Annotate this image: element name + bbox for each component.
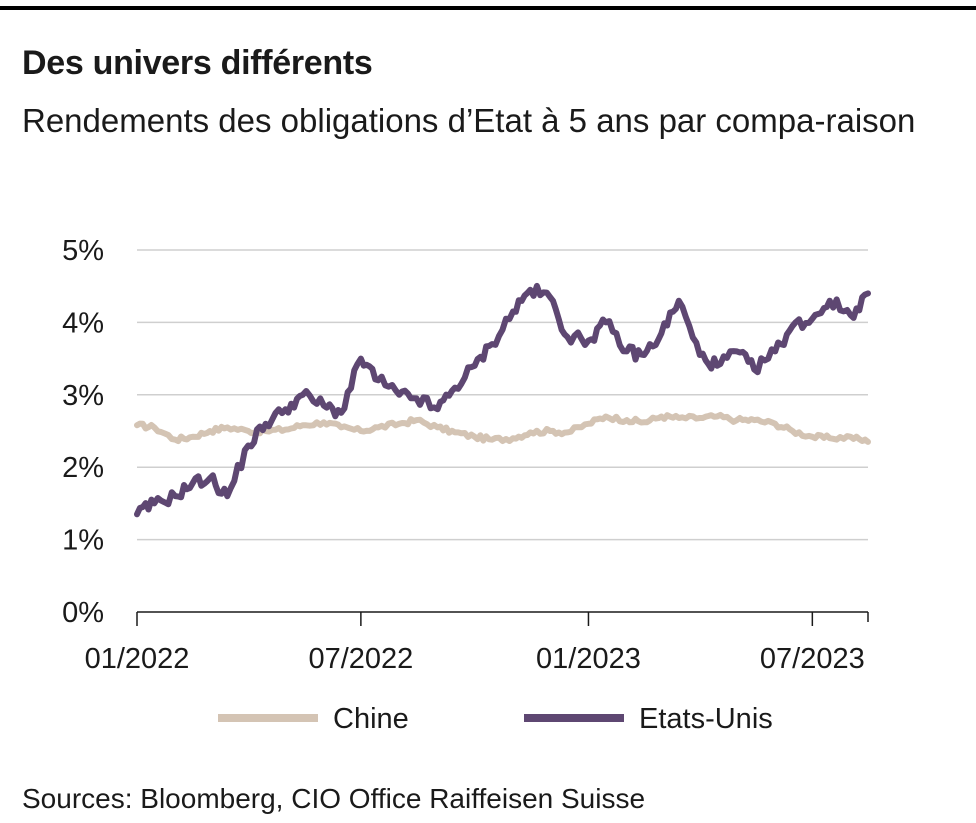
legend: Chine Etats-Unis (218, 703, 773, 735)
y-tick-label: 3% (62, 380, 104, 412)
line-chart: 0% 1% 2% 3% 4% 5% 01/2022 07/2022 01/2023 07/202… (62, 235, 871, 735)
legend-label: Chine (333, 703, 409, 735)
legend-label: Etats-Unis (639, 703, 773, 735)
series-lines (134, 282, 871, 518)
top-rule (0, 6, 976, 10)
y-tick-label: 5% (62, 235, 104, 267)
chart-subtitle: Rendements des obligations d’Etat à 5 an… (22, 102, 916, 139)
source-note: Sources: Bloomberg, CIO Office Raiffeise… (22, 783, 646, 814)
x-tick-label: 01/2022 (85, 643, 190, 675)
y-tick-label: 4% (62, 307, 104, 339)
x-tick-label: 07/2023 (760, 643, 865, 675)
series-line-chine (134, 411, 871, 445)
x-tick-label: 07/2022 (308, 643, 413, 675)
y-tick-label: 2% (62, 452, 104, 484)
x-axis: 01/2022 07/2022 01/2023 07/2023 (85, 611, 869, 675)
y-axis: 0% 1% 2% 3% 4% 5% (62, 235, 104, 629)
series-line-etats-unis (134, 282, 871, 518)
chart-title: Des univers différents (22, 44, 373, 82)
y-tick-label: 1% (62, 525, 104, 557)
y-tick-label: 0% (62, 597, 104, 629)
grid-lines (137, 249, 868, 541)
x-tick-label: 01/2023 (536, 643, 641, 675)
